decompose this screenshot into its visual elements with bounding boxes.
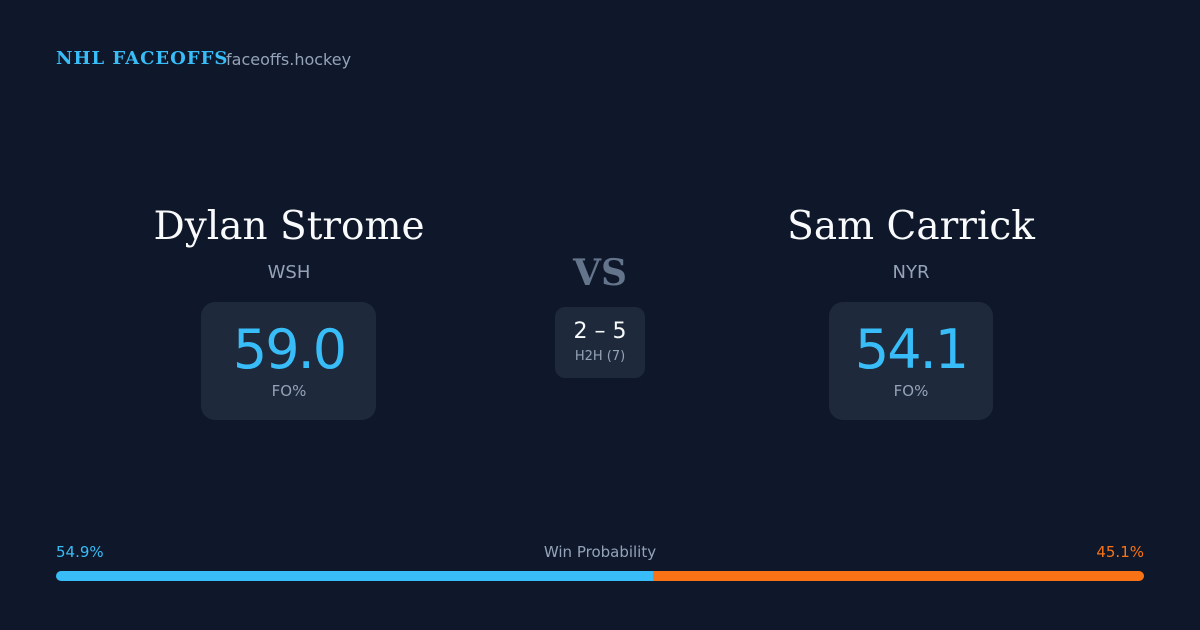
player-stat: 54.1 [854, 318, 969, 381]
home-prob: 54.9% [56, 543, 104, 561]
prob-segment [653, 571, 1144, 581]
prob-segment [56, 571, 654, 581]
player-name: Dylan Strome [153, 204, 425, 249]
h2h-box [555, 307, 645, 378]
player-name: Sam Carrick [787, 204, 1035, 249]
stat-box [201, 302, 376, 420]
prob-bar [56, 571, 1144, 581]
player-team: WSH [267, 262, 311, 283]
versus: VS [573, 252, 627, 294]
away-prob: 45.1% [1096, 543, 1144, 561]
stat-label: FO% [893, 382, 929, 400]
site: faceoffs.hockey [226, 50, 352, 69]
stat-box [829, 302, 993, 420]
player-team: NYR [892, 262, 930, 283]
h2h-caption: H2H (7) [574, 349, 626, 364]
brand: NHL FACEOFFS [56, 48, 229, 69]
stat-label: FO% [271, 382, 307, 400]
player-stat: 59.0 [232, 318, 347, 381]
h2h-score: 2 – 5 [573, 319, 627, 344]
win-prob-label: Win Probability [543, 543, 657, 561]
